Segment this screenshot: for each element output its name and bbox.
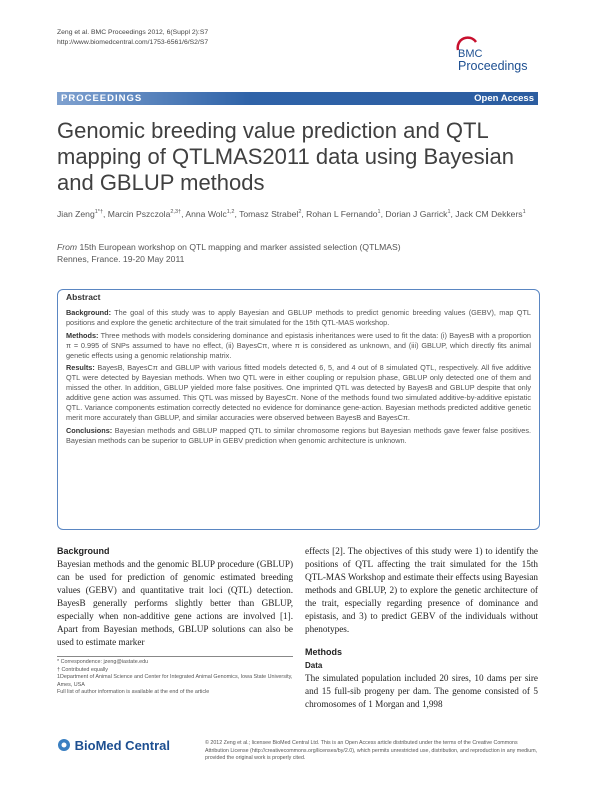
author-name: Rohan L Fernando [306,208,378,219]
abstract-text: Bayesian methods and GBLUP mapped QTL to… [66,425,531,445]
right-column: effects [2]. The objectives of this stud… [305,545,538,711]
footnote: * Correspondence: jzeng@iastate.edu [57,659,149,665]
author-name: Marcin Pszczola [107,208,171,219]
affiliation: 2 [298,209,302,215]
author-name: Jack CM Dekkers [455,208,523,219]
abstract-label: Background: [66,307,111,317]
abstract-paragraph: Methods: Three methods with models consi… [66,331,531,361]
logo-icon [58,739,70,751]
author-name: Tomasz Strabel [239,208,299,219]
abstract-text: BayesB, BayesCπ and GBLUP with various f… [66,363,532,422]
open-access: Open Access [474,93,534,104]
abstract-paragraph: Results: BayesB, BayesCπ and GBLUP with … [66,363,531,422]
author-name: Jian Zeng [57,208,95,219]
abstract-text: The goal of this study was to apply Baye… [66,307,531,327]
left-column: Background Bayesian methods and the geno… [57,545,293,649]
from: From [57,242,78,252]
copyright: © 2012 Zeng et al.; licensee BioMed Cent… [205,740,538,762]
header: Zeng et al. BMC Proceedings 2012, 6(Supp… [57,28,208,48]
meeting: From 15th European workshop on QTL mappi… [57,241,537,265]
abstract: Abstract Background: The goal of this st… [57,289,540,530]
abstract-paragraph: Conclusions: Bayesian methods and GBLUP … [66,426,531,446]
abstract-text: Three methods with models considering do… [66,330,531,360]
abstract-paragraph: Background: The goal of this study was t… [66,308,531,328]
title: Genomic breeding value prediction and QT… [57,118,514,195]
meeting-name: 15th European workshop on QTL mapping an… [79,242,401,252]
footnote: 1Department of Animal Science and Center… [57,674,293,688]
abstract-label: Methods: [66,330,99,340]
logo-line1: BMC [458,48,483,60]
publisher-logo[interactable]: BioMed Central [57,738,170,753]
abstract-label: Conclusions: [66,425,113,435]
affiliation: 2,3† [170,209,182,215]
affiliation: 1 [377,209,381,215]
publisher-name: BioMed Central [74,738,170,753]
abstract-label: Results: [66,363,95,373]
paragraph: effects [2]. The objectives of this stud… [305,546,538,634]
logo-arc [456,36,478,51]
paragraph: Bayesian methods and the genomic BLUP pr… [57,559,293,647]
section-heading: Background [57,546,110,556]
banner: PROCEEDINGS Open Access [57,92,538,105]
affiliation: 1 [447,209,451,215]
abstract-heading: Abstract [66,292,101,302]
author-name: Dorian J Garrick [385,208,448,219]
subsection-heading: Data [305,661,323,670]
affiliation: 1 [522,209,526,215]
logo-line2: Proceedings [458,59,528,73]
section-label: PROCEEDINGS [61,93,143,104]
citation: Zeng et al. BMC Proceedings 2012, 6(Supp… [57,29,209,36]
url[interactable]: http://www.biomedcentral.com/1753-6561/6… [57,39,209,46]
abstract-body: Background: The goal of this study was t… [66,308,531,446]
footnote: † Contributed equally [57,666,108,673]
affiliation: 1*† [94,209,104,215]
footnotes: * Correspondence: jzeng@iastate.edu † Co… [57,656,293,697]
paragraph: The simulated population included 20 sir… [305,673,538,709]
journal-logo[interactable]: BMC Proceedings [456,36,538,73]
section-heading: Methods [305,647,342,657]
affiliation: 1,2 [226,209,235,215]
authors: Jian Zeng1*†, Marcin Pszczola2,3†, Anna … [57,208,526,219]
footnote: Full list of author information is avail… [57,689,210,696]
author-name: Anna Wolc [185,208,227,219]
meeting-place: Rennes, France. 19-20 May 2011 [57,254,185,264]
